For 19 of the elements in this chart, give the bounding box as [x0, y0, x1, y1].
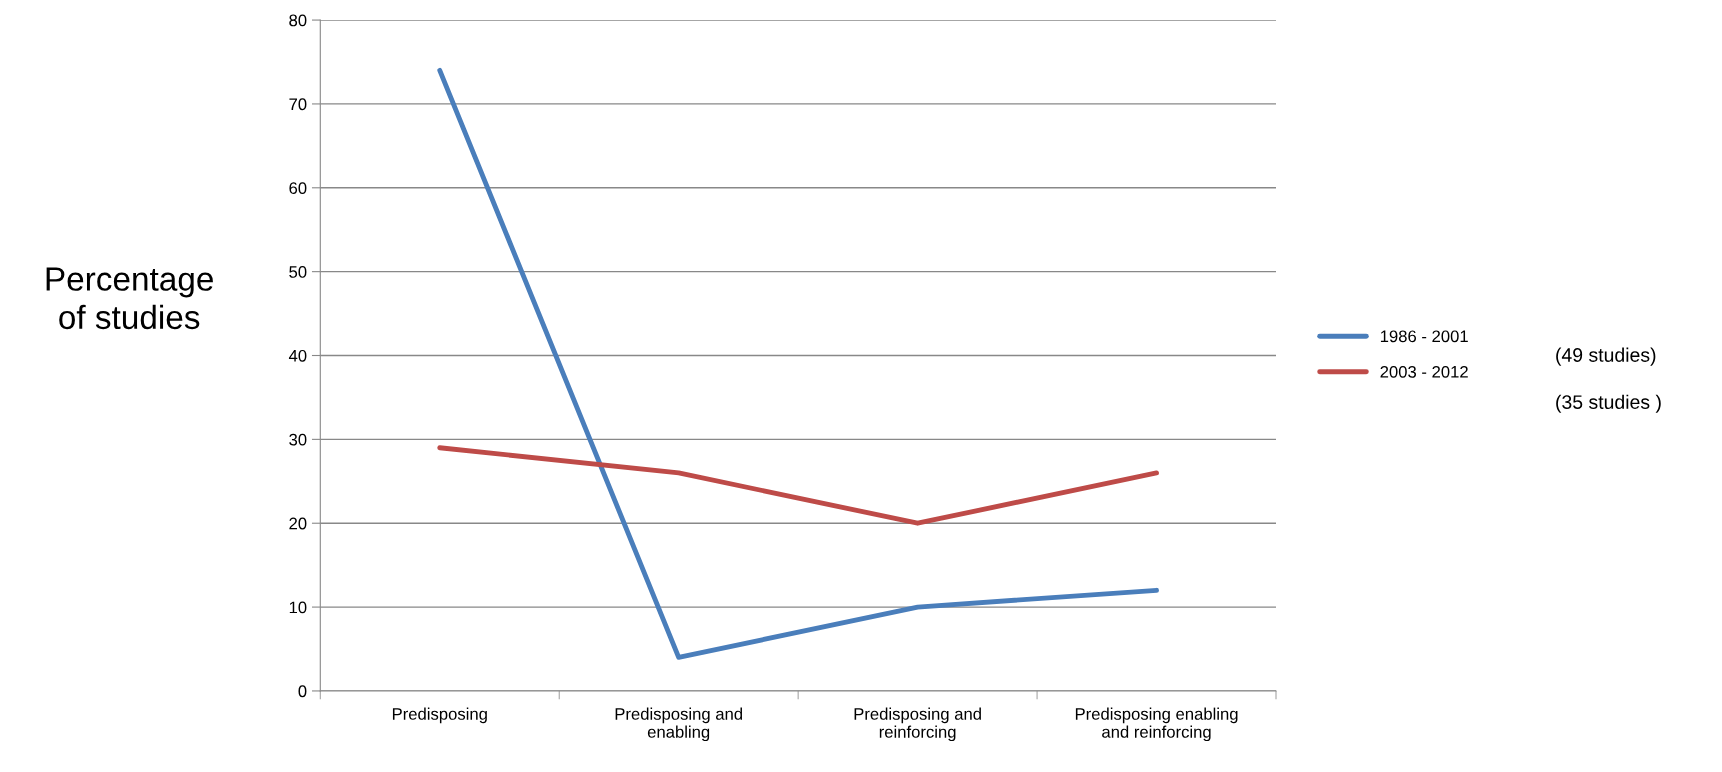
- legend-label: 2003 - 2012: [1380, 365, 1468, 378]
- x-tick-label: Predisposing and reinforcing: [854, 707, 981, 742]
- y-tick-label: 70: [289, 98, 307, 111]
- y-tick-label: 80: [289, 14, 307, 27]
- x-tick-label: Predisposing enabling and reinforcing: [1075, 707, 1238, 742]
- text: (49 studies): [1556, 347, 1656, 366]
- y-tick-label: 50: [289, 266, 307, 278]
- x-tick-label: Predisposing and enabling: [615, 707, 743, 742]
- y-tick-label: 40: [288, 349, 307, 362]
- y-tick-label: 0: [298, 685, 307, 698]
- line-series: [437, 67, 1159, 660]
- y-tick-label: 10: [289, 601, 307, 614]
- y-tick-label: 60: [289, 182, 307, 194]
- y-axis-title: Percentage of studies: [46, 267, 213, 330]
- y-tick-label: 30: [289, 433, 307, 446]
- legend-label: 1986 - 2001: [1380, 330, 1468, 343]
- y-tick-label: 20: [289, 517, 307, 530]
- text: (35 studies ): [1556, 394, 1661, 413]
- x-tick-label: Predisposing: [392, 707, 487, 724]
